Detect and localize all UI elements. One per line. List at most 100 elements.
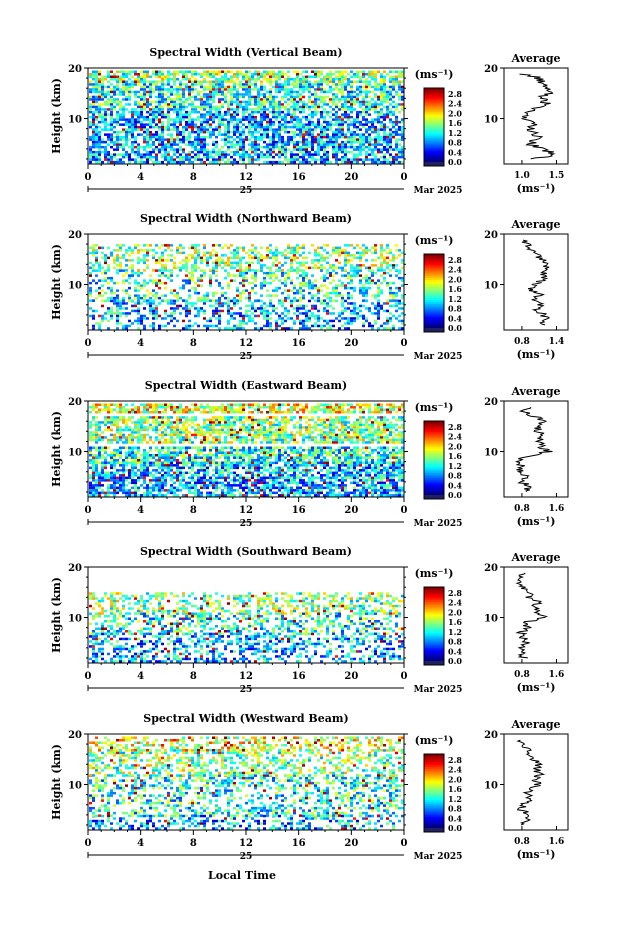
heatmap-cell (143, 491, 146, 495)
heatmap-cell (104, 110, 107, 114)
heatmap-cell (293, 125, 296, 129)
heatmap-cell (158, 481, 161, 485)
heatmap-cell (152, 125, 155, 129)
heatmap-cell (248, 291, 251, 295)
heatmap-cell (263, 103, 266, 106)
heatmap-cell (161, 481, 164, 485)
heatmap-cell (356, 307, 359, 310)
heatmap-cell (185, 312, 188, 315)
heatmap-cell (302, 140, 305, 144)
heatmap-cell (395, 133, 398, 136)
heatmap-cell (194, 322, 197, 325)
heatmap-cell (383, 118, 386, 121)
heatmap-cell (119, 70, 122, 73)
heatmap-cell (188, 120, 191, 124)
heatmap-cell (326, 140, 329, 144)
heatmap-cell (101, 103, 104, 106)
heatmap-cell (293, 319, 296, 323)
heatmap-cell (128, 489, 131, 492)
heatmap-cell (392, 83, 395, 86)
heatmap-cell (278, 128, 281, 131)
heatmap-cell (242, 289, 245, 292)
heatmap-cell (95, 491, 98, 495)
heatmap-cell (206, 299, 209, 302)
heatmap-cell (203, 317, 206, 320)
heatmap-cell (131, 140, 134, 144)
heatmap-cell (146, 110, 149, 114)
heatmap-cell (329, 128, 332, 131)
heatmap-cell (299, 155, 302, 159)
heatmap-cell (89, 491, 92, 495)
heatmap-cell (269, 103, 272, 106)
heatmap-cell (146, 75, 149, 78)
heatmap-cell (254, 145, 257, 149)
colorbar-band (424, 265, 444, 268)
heatmap-cell (134, 286, 137, 290)
heatmap-cell (248, 103, 251, 106)
heatmap-cell (332, 100, 335, 104)
heatmap-cell (245, 105, 248, 109)
heatmap-cell (137, 148, 140, 151)
heatmap-cell (284, 314, 287, 318)
x-tick-label: 8 (190, 338, 197, 349)
heatmap-cell (389, 312, 392, 315)
heatmap-cell (206, 261, 209, 265)
heatmap-cell (338, 105, 341, 109)
heatmap-cell (338, 100, 341, 104)
heatmap-cell (113, 153, 116, 156)
heatmap-cell (140, 302, 143, 305)
heatmap-cell (116, 461, 119, 465)
heatmap-cell (266, 319, 269, 323)
heatmap-cell (239, 261, 242, 265)
heatmap-cell (290, 281, 293, 285)
heatmap-cell (221, 75, 224, 78)
heatmap-cell (98, 98, 101, 101)
colorbar-band (424, 160, 444, 163)
heatmap-cell (254, 98, 257, 101)
heatmap-cell (248, 125, 251, 129)
heatmap-cell (188, 85, 191, 89)
heatmap-cell (155, 110, 158, 114)
heatmap-cell (134, 160, 137, 164)
heatmap-cell (104, 75, 107, 78)
heatmap-cell (233, 251, 236, 255)
heatmap-cell (332, 98, 335, 101)
heatmap-cell (140, 78, 143, 81)
heatmap-cell (143, 327, 146, 330)
heatmap-cell (182, 130, 185, 134)
heatmap-cell (401, 261, 404, 265)
heatmap-cell (95, 85, 98, 89)
heatmap-cell (221, 93, 224, 96)
heatmap-cell (350, 133, 353, 136)
heatmap-cell (368, 138, 371, 141)
heatmap-cell (230, 266, 233, 270)
heatmap-cell (287, 269, 290, 272)
heatmap-cell (98, 484, 101, 487)
heatmap-cell (167, 491, 170, 495)
heatmap-cell (398, 299, 401, 303)
heatmap-cell (131, 150, 134, 154)
heatmap-cell (362, 148, 365, 151)
heatmap-cell (320, 133, 323, 136)
heatmap-cell (170, 479, 173, 482)
heatmap-cell (185, 123, 188, 126)
heatmap-cell (356, 148, 359, 151)
heatmap-cell (392, 158, 395, 161)
heatmap-cell (317, 120, 320, 124)
heatmap-cell (122, 464, 125, 467)
heatmap-cell (311, 103, 314, 106)
heatmap-cell (395, 90, 398, 94)
heatmap-cell (401, 118, 404, 121)
heatmap-cell (146, 471, 149, 475)
heatmap-cell (206, 128, 209, 131)
heatmap-cell (89, 271, 92, 275)
heatmap-cell (317, 133, 320, 136)
heatmap-cell (206, 319, 209, 323)
heatmap-cell (182, 266, 185, 270)
heatmap-cell (335, 158, 338, 161)
heatmap-cell (119, 115, 122, 119)
heatmap-cell (95, 150, 98, 154)
heatmap-cell (224, 110, 227, 114)
heatmap-cell (347, 98, 350, 101)
heatmap-cell (290, 98, 293, 101)
